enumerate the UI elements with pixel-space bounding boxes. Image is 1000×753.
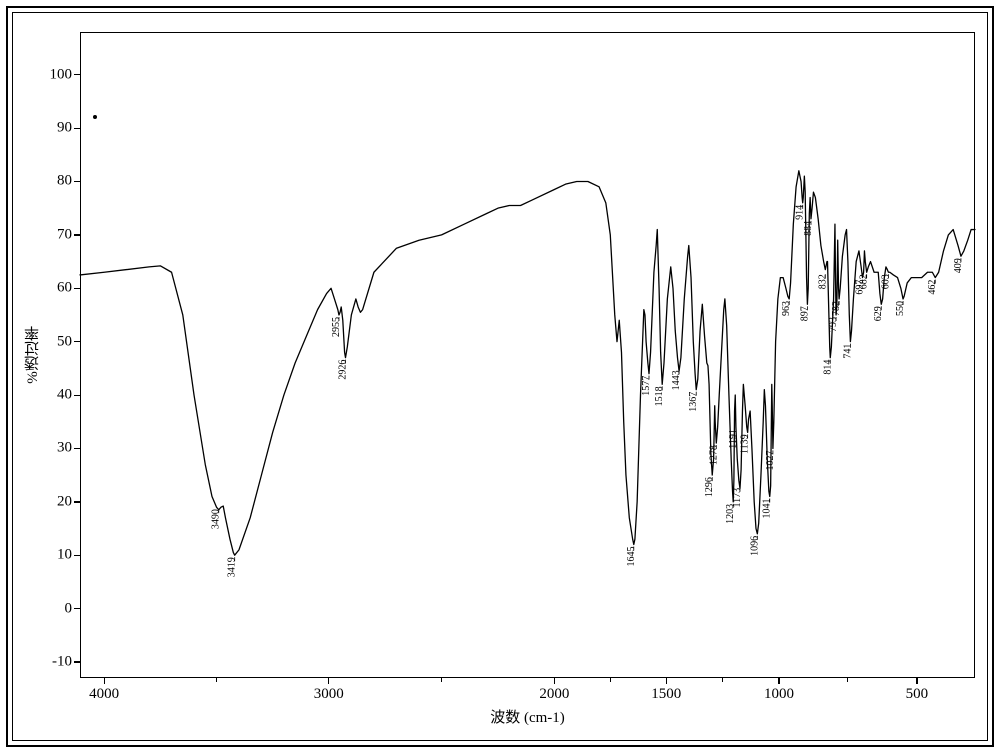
x-tick-label: 1000 (764, 686, 794, 703)
y-tick-label: 70 (57, 226, 72, 243)
x-tick (916, 678, 917, 684)
x-tick-label: 500 (906, 686, 929, 703)
x-axis-label: 波数 (cm-1) (490, 706, 565, 727)
y-tick (74, 608, 80, 609)
y-tick (74, 74, 80, 75)
y-tick-label: 60 (57, 280, 72, 297)
y-tick (74, 448, 80, 449)
peak-label: 1518 (654, 386, 665, 406)
y-tick (74, 501, 80, 502)
peak-label: 832 (817, 274, 828, 289)
y-tick-label: 50 (57, 333, 72, 350)
x-subtick (610, 678, 611, 682)
peak-label: 1443 (671, 370, 682, 390)
y-tick-label: 90 (57, 120, 72, 137)
peak-label: 1296 (704, 477, 715, 497)
peak-label: 462 (927, 280, 938, 295)
x-tick (328, 678, 329, 684)
peak-label: 814 (822, 360, 833, 375)
x-tick (104, 678, 105, 684)
peak-label: 1096 (749, 536, 760, 556)
x-subtick (441, 678, 442, 682)
peak-label: 629 (873, 306, 884, 321)
y-tick-label: 30 (57, 440, 72, 457)
peak-label: 1139 (740, 434, 751, 454)
spectrum-svg: 3490 3419 2955 2926 1645 15771518 1443 1367 1296… (0, 0, 1000, 753)
peak-label: 1278 (708, 445, 719, 465)
peak-label: 897 (799, 306, 810, 321)
x-tick (554, 678, 555, 684)
x-tick-label: 1500 (651, 686, 681, 703)
x-tick-label: 4000 (89, 686, 119, 703)
y-tick (74, 181, 80, 182)
peak-label: 550 (895, 301, 906, 316)
peak-label: 1173 (732, 488, 743, 508)
x-subtick (847, 678, 848, 682)
peak-label: 793 (828, 317, 839, 332)
x-tick (666, 678, 667, 684)
y-tick-label: -10 (52, 653, 72, 670)
y-tick-label: 10 (57, 547, 72, 564)
peak-label: 2955 (331, 317, 342, 337)
peak-label: 2926 (337, 360, 348, 380)
x-tick (778, 678, 779, 684)
x-subtick (216, 678, 217, 682)
peak-label: 782 (831, 301, 842, 316)
y-tick-label: 100 (50, 66, 73, 83)
ir-spectrum-curve (80, 171, 975, 555)
peak-label: 914 (795, 205, 806, 220)
peak-label: 1027 (765, 450, 776, 470)
peak-label: 3490 (211, 509, 222, 529)
y-tick-label: 20 (57, 493, 72, 510)
y-tick (74, 341, 80, 342)
peak-label: 1577 (641, 376, 652, 396)
y-tick (74, 128, 80, 129)
peak-label: 963 (781, 301, 792, 316)
y-tick-label: 80 (57, 173, 72, 190)
peak-label: 603 (880, 274, 891, 289)
peak-label: 682 (859, 274, 870, 289)
peak-label: 1191 (728, 429, 739, 449)
peak-label: 741 (842, 344, 853, 359)
peak-label: 1645 (626, 547, 637, 567)
y-tick (74, 555, 80, 556)
y-axis-label: %透过率 (22, 326, 43, 384)
peak-label: 3419 (227, 557, 238, 577)
peak-label: 1041 (762, 498, 773, 518)
y-tick (74, 234, 80, 235)
peak-label: 884 (803, 221, 814, 236)
y-tick-label: 0 (65, 600, 73, 617)
y-tick (74, 661, 80, 662)
x-tick-label: 2000 (539, 686, 569, 703)
y-tick (74, 288, 80, 289)
peak-label: 409 (953, 258, 964, 273)
y-tick (74, 395, 80, 396)
y-tick-label: 40 (57, 387, 72, 404)
peak-label: 1367 (688, 392, 699, 412)
x-tick-label: 3000 (314, 686, 344, 703)
x-subtick (722, 678, 723, 682)
